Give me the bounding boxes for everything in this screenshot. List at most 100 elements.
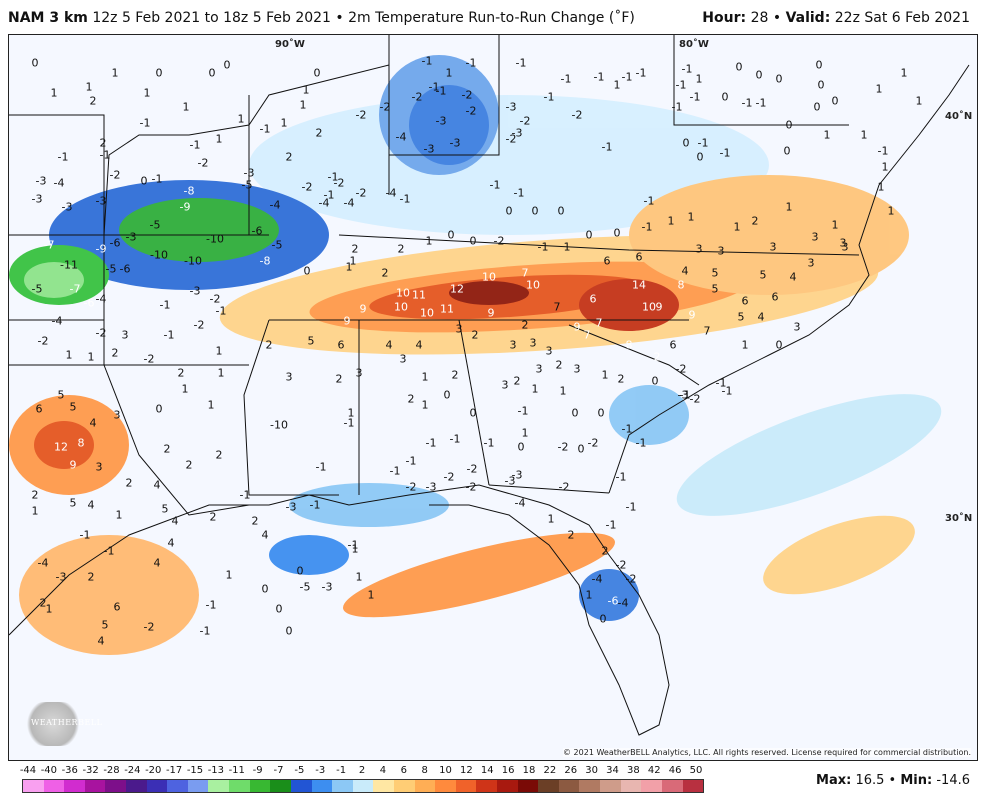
map-value-label: 2 — [163, 442, 171, 456]
map-value-label: 0 — [447, 228, 455, 242]
map-value-label: -1 — [679, 388, 691, 402]
map-value-label: 4 — [153, 556, 161, 570]
map-value-label: -1 — [560, 72, 572, 86]
map-value-label: 1 — [111, 66, 119, 80]
map-value-label: 3 — [717, 244, 725, 258]
map-value-label: 2 — [125, 476, 133, 490]
map-value-label: 0 — [651, 374, 659, 388]
map-value-label: 1 — [355, 570, 363, 584]
map-value-label: -3 — [511, 468, 523, 482]
map-value-label: 9 — [487, 306, 495, 320]
map-value-label: 5 — [711, 282, 719, 296]
color-legend-tick: 42 — [647, 765, 661, 776]
color-legend-tick: 4 — [379, 765, 387, 776]
map-value-label: -2 — [197, 156, 209, 170]
max-label: Max: — [816, 773, 852, 788]
map-value-label: 7 — [595, 316, 603, 330]
map-value-label: -7 — [69, 282, 81, 296]
map-value-label: 0 — [285, 624, 293, 638]
map-value-label: -4 — [95, 292, 107, 306]
map-value-label: -5 — [149, 218, 161, 232]
map-value-label: 5 — [737, 310, 745, 324]
map-value-label: -3 — [505, 100, 517, 114]
map-value-label: 4 — [171, 514, 179, 528]
color-legend-tick: -24 — [124, 765, 141, 776]
map-value-label: -4 — [37, 556, 49, 570]
map-value-label: 1 — [563, 240, 571, 254]
map-value-label: -2 — [95, 326, 107, 340]
map-value-label: 5 — [69, 496, 77, 510]
map-value-label: 4 — [789, 270, 797, 284]
color-legend-tick: 8 — [421, 765, 428, 776]
valid-label: Valid: — [785, 10, 831, 26]
map-value-label: 12 — [54, 440, 68, 454]
map-value-label: 1 — [345, 260, 353, 274]
map-value-label: -2 — [209, 292, 221, 306]
map-value-label: -1 — [435, 84, 447, 98]
map-value-label: -2 — [301, 180, 313, 194]
color-legend-swatch — [620, 780, 642, 792]
map-value-label: 3 — [113, 408, 121, 422]
map-value-label: 2 — [31, 488, 39, 502]
temperature-change-map[interactable]: 0 1 0 0 0 1 1 2 1 1 -1 1 -1 1 2 1 0 1 -2 -2 -1 1 -1 -1 -2 -1 -2 -2-… — [8, 34, 978, 761]
color-legend-swatch — [517, 780, 539, 792]
map-value-label: -1 — [741, 96, 753, 110]
map-value-label: 1 — [217, 366, 225, 380]
map-value-label: -2 — [675, 362, 687, 376]
color-legend-swatch — [414, 780, 436, 792]
map-value-label: 1 — [225, 568, 233, 582]
map-value-label: 9 — [655, 300, 663, 314]
map-value-label: 4 — [385, 338, 393, 352]
map-value-label: -2 — [379, 100, 391, 114]
map-value-label: -4 — [269, 198, 281, 212]
map-value-label: 0 — [775, 338, 783, 352]
map-value-label: -3 — [425, 480, 437, 494]
color-legend-strip — [22, 779, 704, 793]
map-value-label: 0 — [585, 228, 593, 242]
map-value-label: 1 — [695, 72, 703, 86]
map-value-label: -1 — [449, 432, 461, 446]
map-value-label: 1 — [65, 348, 73, 362]
color-legend-swatch — [373, 780, 394, 792]
map-value-label: 1 — [521, 426, 529, 440]
map-value-label: 0 — [469, 234, 477, 248]
map-value-label: -4 — [514, 496, 526, 510]
color-legend-swatch — [270, 780, 291, 792]
map-value-label: -3 — [55, 570, 67, 584]
map-value-label: 4 — [681, 264, 689, 278]
map-value-label: 0 — [517, 440, 525, 454]
map-value-label: 9 — [69, 458, 77, 472]
map-value-label: -1 — [635, 436, 647, 450]
color-legend-tick: 22 — [543, 765, 557, 776]
map-value-label: 10 — [642, 300, 656, 314]
map-value-label: 3 — [121, 328, 129, 342]
map-value-label: 2 — [617, 372, 625, 386]
map-value-label: 10 — [482, 270, 496, 284]
map-value-label: -6 — [607, 594, 619, 608]
color-legend-tick: -20 — [145, 765, 162, 776]
logo-text: WEATHERBELL — [31, 718, 103, 727]
map-value-label: -1 — [641, 220, 653, 234]
map-value-label: 1 — [50, 86, 58, 100]
map-value-label: 0 — [735, 60, 743, 74]
map-value-label: -1 — [625, 500, 637, 514]
map-value-label: 2 — [513, 374, 521, 388]
color-legend-swatch — [208, 780, 230, 792]
title-bar: NAM 3 km 12z 5 Feb 2021 to 18z 5 Feb 202… — [0, 0, 984, 34]
map-value-label: -8 — [183, 184, 195, 198]
map-value-label: 2 — [351, 242, 359, 256]
color-legend-tick: -1 — [336, 765, 347, 776]
color-legend-swatch — [290, 780, 312, 792]
map-value-label: -5 — [271, 238, 283, 252]
map-value-label: 0 — [140, 174, 148, 188]
map-value-label: -2 — [465, 104, 477, 118]
map-value-label: 1 — [831, 218, 839, 232]
map-value-label: 4 — [415, 338, 423, 352]
map-value-label: -1 — [199, 624, 211, 638]
map-value-label: -3 — [95, 194, 107, 208]
map-value-label: 2 — [185, 458, 193, 472]
color-legend-tick: -32 — [82, 765, 99, 776]
map-value-label: -1 — [513, 186, 525, 200]
separator: • — [772, 10, 782, 26]
map-value-label: -1 — [537, 240, 549, 254]
